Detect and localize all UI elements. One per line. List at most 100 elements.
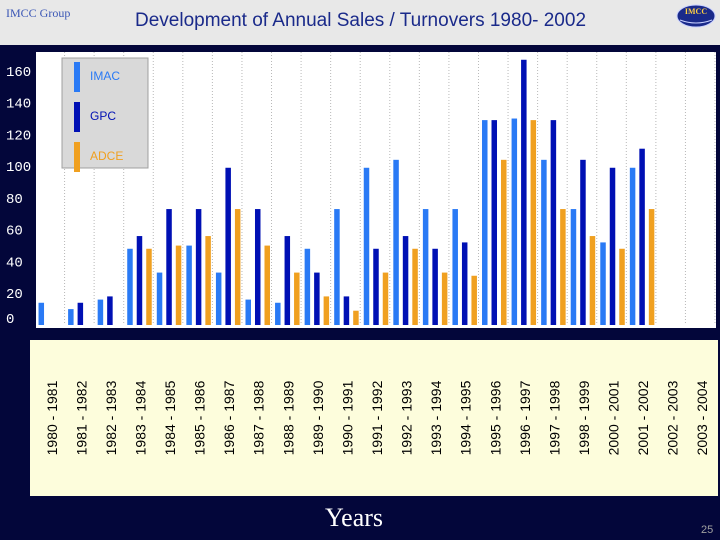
bar-gpc-1990-1991 xyxy=(343,296,350,325)
x-tick-label: 1982 - 1983 xyxy=(103,380,119,455)
bar-gpc-1992-1993 xyxy=(402,236,409,325)
header-bar xyxy=(0,0,720,45)
legend: IMAC GPC ADCE xyxy=(61,57,149,172)
bar-gpc-1988-1989 xyxy=(284,236,291,325)
logo-text: IMCC xyxy=(685,7,707,16)
bar-adce-1991-1992 xyxy=(382,272,389,325)
bar-gpc-1989-1990 xyxy=(314,272,320,325)
bar-imac-1985-1986 xyxy=(186,245,192,325)
bar-adce-2000-2001 xyxy=(619,248,625,325)
x-tick-label: 2003 - 2004 xyxy=(694,380,710,455)
bar-imac-1995-1996 xyxy=(482,120,488,325)
bar-imac-1997-1998 xyxy=(541,159,547,325)
bar-adce-1998-1999 xyxy=(589,236,596,325)
bar-imac-1993-1994 xyxy=(422,209,429,325)
bar-gpc-1994-1995 xyxy=(461,242,468,325)
x-tick-label: 1991 - 1992 xyxy=(369,380,385,455)
x-tick-label: 1998 - 1999 xyxy=(576,380,592,455)
x-tick-label: 1984 - 1985 xyxy=(162,380,178,455)
x-axis-ticks: 1980 - 1981 1981 - 1982 1982 - 1983 1983 - … xyxy=(44,380,710,455)
bar-gpc-1993-1994 xyxy=(432,248,438,325)
y-tick-label: 80 xyxy=(6,192,23,208)
bar-gpc-1991-1992 xyxy=(373,248,379,325)
y-tick-label: 0 xyxy=(6,312,14,328)
bar-imac-1981-1982 xyxy=(68,309,74,325)
bar-adce-1985-1986 xyxy=(205,236,211,325)
bar-adce-1996-1997 xyxy=(530,120,537,325)
bar-gpc-1981-1982 xyxy=(77,302,84,325)
x-tick-label: 1987 - 1988 xyxy=(251,380,267,455)
bar-imac-1989-1990 xyxy=(304,248,311,325)
x-tick-label: 1992 - 1993 xyxy=(399,380,415,455)
bar-gpc-1985-1986 xyxy=(195,209,202,325)
y-axis-ticks: 0 20 40 60 80 100 120 140 160 xyxy=(6,65,31,328)
bar-adce-1994-1995 xyxy=(471,275,477,325)
bars-group xyxy=(38,59,655,325)
x-tick-label: 1996 - 1997 xyxy=(517,380,533,455)
y-tick-label: 160 xyxy=(6,65,31,81)
bar-adce-1995-1996 xyxy=(501,159,507,325)
x-tick-label: 1981 - 1982 xyxy=(73,380,89,455)
bar-gpc-1983-1984 xyxy=(136,236,143,325)
bar-gpc-1984-1985 xyxy=(166,209,172,325)
legend-swatch-gpc xyxy=(74,102,80,132)
x-tick-label: 2002 - 2003 xyxy=(665,380,681,455)
bar-imac-1996-1997 xyxy=(511,118,518,325)
bar-imac-1992-1993 xyxy=(393,159,399,325)
bar-gpc-2000-2001 xyxy=(609,167,616,325)
x-tick-label: 1995 - 1996 xyxy=(487,380,503,455)
x-tick-label: 1994 - 1995 xyxy=(458,380,474,455)
x-tick-label: 1993 - 1994 xyxy=(428,380,444,455)
bar-gpc-1982-1983 xyxy=(107,296,113,325)
imcc-logo: IMCC xyxy=(676,4,716,28)
bar-adce-1993-1994 xyxy=(441,272,448,325)
bar-imac-1983-1984 xyxy=(127,248,133,325)
bar-imac-1982-1983 xyxy=(97,299,104,325)
bar-adce-1989-1990 xyxy=(323,296,330,325)
x-tick-label: 2000 - 2001 xyxy=(606,380,622,455)
bar-adce-1997-1998 xyxy=(560,209,566,325)
y-tick-label: 40 xyxy=(6,255,23,271)
bar-imac-1988-1989 xyxy=(275,302,281,325)
x-tick-label: 1997 - 1998 xyxy=(546,380,562,455)
y-tick-label: 120 xyxy=(6,128,31,144)
y-tick-label: 20 xyxy=(6,287,23,303)
bar-adce-1992-1993 xyxy=(412,248,418,325)
bar-gpc-2001-2002 xyxy=(639,148,645,325)
bar-gpc-1996-1997 xyxy=(521,59,527,325)
bar-gpc-1987-1988 xyxy=(254,209,261,325)
bar-gpc-1986-1987 xyxy=(225,167,231,325)
bar-adce-1983-1984 xyxy=(146,248,152,325)
bar-gpc-1998-1999 xyxy=(580,159,586,325)
bar-gpc-1995-1996 xyxy=(491,120,498,325)
bar-imac-1987-1988 xyxy=(245,299,251,325)
bar-imac-1994-1995 xyxy=(452,209,458,325)
legend-swatch-adce xyxy=(74,142,80,172)
x-tick-label: 1980 - 1981 xyxy=(44,380,60,455)
group-name: IMCC Group xyxy=(6,6,71,20)
bar-adce-1984-1985 xyxy=(175,245,182,325)
bar-imac-1980-1981 xyxy=(38,302,45,325)
x-tick-label: 1983 - 1984 xyxy=(132,380,148,455)
category-label-panel xyxy=(30,340,718,496)
y-tick-label: 100 xyxy=(6,160,31,176)
page-title: Development of Annual Sales / Turnovers … xyxy=(135,10,587,31)
y-tick-label: 140 xyxy=(6,97,31,113)
bar-adce-1987-1988 xyxy=(264,245,270,325)
bar-gpc-1997-1998 xyxy=(550,120,557,325)
legend-label-gpc: GPC xyxy=(90,109,116,123)
bar-imac-1990-1991 xyxy=(334,209,340,325)
bar-adce-1986-1987 xyxy=(234,209,241,325)
y-tick-label: 60 xyxy=(6,224,23,240)
x-tick-label: 1985 - 1986 xyxy=(192,380,208,455)
x-tick-label: 1990 - 1991 xyxy=(339,380,355,455)
legend-label-imac: IMAC xyxy=(90,69,120,83)
bar-adce-2001-2002 xyxy=(648,209,655,325)
bar-imac-1991-1992 xyxy=(363,167,370,325)
page-number: 25 xyxy=(701,524,714,536)
x-tick-label: 1989 - 1990 xyxy=(310,380,326,455)
x-axis-title: Years xyxy=(325,503,384,532)
legend-label-adce: ADCE xyxy=(90,149,123,163)
x-tick-label: 1986 - 1987 xyxy=(221,380,237,455)
